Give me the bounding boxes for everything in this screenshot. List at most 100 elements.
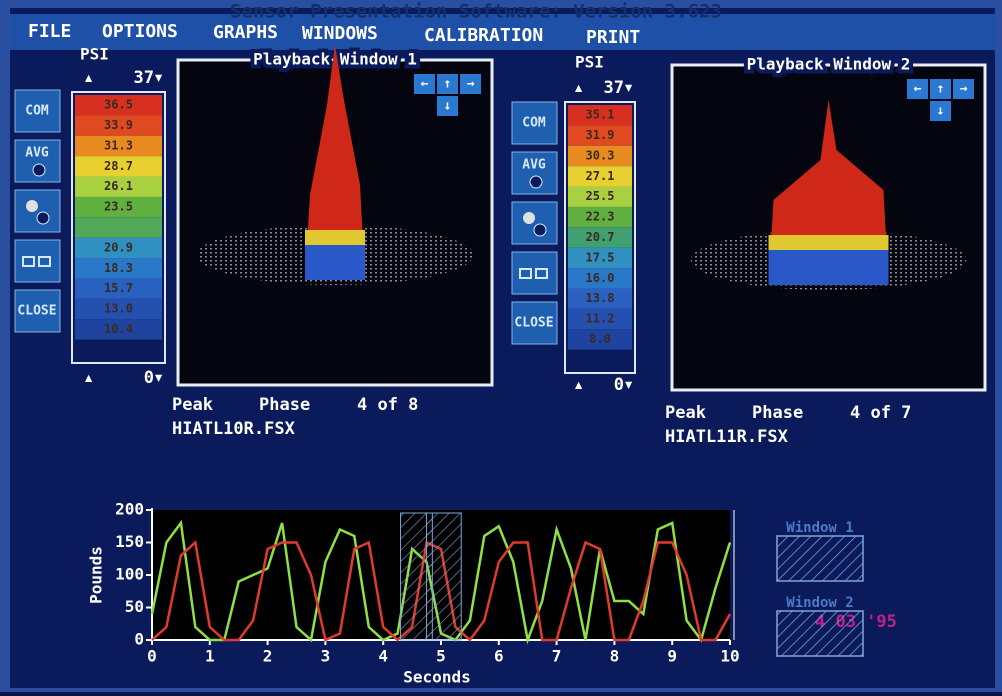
menu-item[interactable]: WINDOWS	[302, 23, 378, 44]
x-tick-label: 7	[552, 647, 562, 666]
tool-button[interactable]	[14, 89, 61, 133]
scale-max-arrow: ▼	[625, 81, 633, 95]
window-title: Playback Window 2	[747, 55, 911, 74]
scale-max: 37	[604, 78, 624, 98]
tool-button[interactable]	[511, 201, 558, 245]
button-icon	[38, 256, 51, 267]
menu-item[interactable]: OPTIONS	[102, 21, 178, 42]
scale-value: 16.0	[586, 271, 615, 285]
x-tick-label: 10	[720, 647, 739, 666]
pressure-peak	[305, 45, 365, 280]
scale-value: 20.7	[586, 230, 615, 244]
nav-arrow: ↓	[937, 104, 945, 119]
scale-band	[75, 278, 162, 299]
caption-peak: Peak	[172, 395, 213, 415]
scale-band	[568, 145, 632, 167]
button-icon	[533, 223, 547, 237]
scale-band	[568, 186, 632, 207]
tool-button[interactable]	[14, 189, 61, 233]
legend-label: Window 1	[786, 520, 853, 536]
y-tick-label: 50	[125, 597, 144, 616]
caption-phase: Phase	[259, 395, 310, 415]
scale-band	[75, 217, 162, 238]
window-highlight	[426, 512, 462, 641]
scale-band	[75, 298, 162, 320]
scale-band	[568, 166, 632, 187]
nav-button[interactable]	[930, 101, 951, 121]
tool-button[interactable]	[14, 289, 61, 333]
caption-phase-value: 4 of 8	[357, 395, 418, 415]
nav-arrow: →	[467, 77, 475, 92]
nav-button[interactable]	[460, 74, 481, 94]
scale-max-arrow: ▲	[85, 71, 93, 85]
button-label: COM	[25, 104, 49, 119]
scale-band	[75, 95, 162, 116]
button-label: AVG	[522, 158, 546, 173]
scale-band	[75, 156, 162, 177]
menu-item[interactable]: FILE	[28, 21, 71, 42]
nav-button[interactable]	[907, 79, 928, 99]
scale-value: 13.8	[586, 291, 615, 305]
scale-value: 30.3	[586, 148, 615, 162]
scale-min-arrow: ▲	[575, 378, 583, 392]
legend-swatch	[776, 610, 864, 657]
button-icon	[36, 211, 50, 225]
nav-button[interactable]	[414, 74, 435, 94]
x-tick-label: 5	[436, 647, 446, 666]
nav-button[interactable]	[930, 79, 951, 99]
scale-band	[75, 176, 162, 197]
scale-band	[568, 206, 632, 228]
x-tick-label: 9	[667, 647, 677, 666]
caption-file: HIATL11R.FSX	[665, 427, 789, 447]
scale-max-arrow: ▼	[155, 71, 163, 85]
pressure-band	[768, 235, 889, 250]
x-tick-label: 1	[205, 647, 215, 666]
tool-button[interactable]	[511, 101, 558, 145]
tool-button[interactable]	[511, 251, 558, 295]
scale-value: 17.5	[586, 250, 615, 264]
tool-button[interactable]	[511, 301, 558, 345]
scale-band	[75, 115, 162, 136]
button-label: CLOSE	[17, 304, 56, 319]
button-label: COM	[522, 116, 546, 131]
nav-arrow: ↑	[444, 77, 452, 92]
button-icon	[535, 268, 548, 279]
legend-label: Window 2	[786, 595, 853, 611]
nav-button[interactable]	[953, 79, 974, 99]
scale-value: 23.5	[104, 200, 133, 214]
x-tick-label: 6	[494, 647, 504, 666]
scale-value: 25.5	[586, 189, 615, 203]
nav-arrow: ←	[421, 77, 429, 92]
menu-item[interactable]: CALIBRATION	[424, 25, 543, 46]
caption-peak: Peak	[665, 403, 706, 423]
x-axis-label: Seconds	[403, 668, 470, 687]
scale-value: 31.3	[104, 138, 133, 152]
x-tick-label: 0	[147, 647, 157, 666]
scale-value: 22.3	[586, 210, 615, 224]
y-tick-label: 200	[115, 500, 144, 519]
scale-value: 18.3	[104, 261, 133, 275]
button-label: AVG	[25, 146, 49, 161]
nav-arrow: ←	[914, 82, 922, 97]
y-tick-label: 100	[115, 565, 144, 584]
button-icon	[519, 268, 532, 279]
nav-button[interactable]	[437, 96, 458, 116]
menu-item[interactable]: PRINT	[586, 27, 640, 48]
button-icon	[523, 212, 535, 224]
tool-button[interactable]	[14, 239, 61, 283]
scale-value: 26.1	[104, 179, 133, 193]
scale-band	[568, 288, 632, 309]
scale-band	[568, 329, 632, 350]
caption-file: HIATL10R.FSX	[172, 419, 296, 439]
menu-item[interactable]: GRAPHS	[213, 22, 278, 43]
scale-value: 10.4	[104, 322, 133, 336]
nav-arrow: →	[960, 82, 968, 97]
y-tick-label: 150	[115, 532, 144, 551]
pressure-band	[768, 250, 889, 285]
nav-arrow: ↓	[444, 99, 452, 114]
nav-button[interactable]	[437, 74, 458, 94]
button-label: CLOSE	[514, 316, 553, 331]
scale-value: 33.9	[104, 118, 133, 132]
scale-max-arrow: ▲	[575, 81, 583, 95]
